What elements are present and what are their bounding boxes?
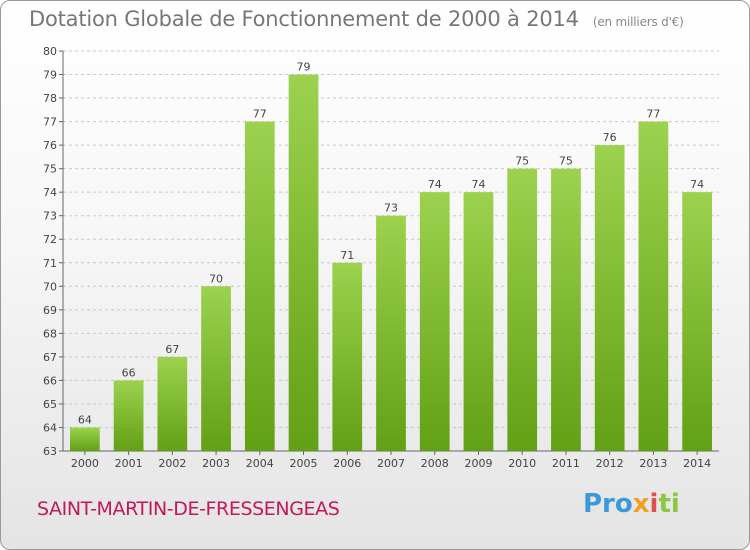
bar-value-label: 74: [690, 178, 704, 191]
y-tick-label: 66: [43, 374, 57, 387]
x-tick-label: 2000: [71, 457, 99, 470]
bar-value-label: 74: [471, 178, 485, 191]
bar-value-label: 77: [253, 108, 267, 121]
logo-part-1: Pro: [583, 489, 633, 519]
x-tick-label: 2014: [683, 457, 711, 470]
bar: [507, 168, 538, 451]
x-tick-label: 2006: [333, 457, 361, 470]
bar-value-label: 75: [559, 155, 573, 168]
bar-value-label: 77: [646, 108, 660, 121]
bar: [113, 380, 144, 451]
y-tick-label: 72: [43, 233, 57, 246]
y-tick-label: 73: [43, 210, 57, 223]
y-tick-label: 71: [43, 257, 57, 270]
labels: 64 2000 66 2001 67 2002 70 2003 77 2004 79 2005 71 20…: [71, 61, 711, 470]
bar-value-label: 73: [384, 202, 398, 215]
x-tick-label: 2008: [421, 457, 449, 470]
y-tick-label: 75: [43, 163, 57, 176]
y-tick-label: 65: [43, 398, 57, 411]
x-tick-label: 2010: [508, 457, 536, 470]
bar-value-label: 79: [297, 61, 311, 74]
y-tick-label: 80: [43, 45, 57, 58]
logo-part-2: x: [632, 489, 650, 519]
commune-name: SAINT-MARTIN-DE-FRESSENGEAS: [37, 498, 340, 520]
y-tick-label: 70: [43, 280, 57, 293]
x-tick-label: 2007: [377, 457, 405, 470]
bar-value-label: 67: [165, 343, 179, 356]
x-tick-label: 2011: [552, 457, 580, 470]
bar-value-label: 70: [209, 272, 223, 285]
x-tick-label: 2003: [202, 457, 230, 470]
bar: [638, 121, 669, 452]
y-tick-label: 77: [43, 116, 57, 129]
y-tick-label: 68: [43, 327, 57, 340]
bar: [288, 74, 319, 451]
chart-title: Dotation Globale de Fonctionnement de 20…: [29, 7, 684, 31]
y-tick-label: 69: [43, 304, 57, 317]
bar: [463, 192, 494, 452]
chart-subtitle: (en milliers d'€): [592, 15, 684, 29]
y-tick-label: 74: [43, 186, 57, 199]
bar: [244, 121, 275, 452]
bar-value-label: 75: [515, 155, 529, 168]
bar-value-label: 64: [78, 413, 92, 426]
bar: [594, 145, 625, 451]
x-tick-label: 2004: [246, 457, 274, 470]
chart-title-text: Dotation Globale de Fonctionnement de 20…: [29, 7, 579, 31]
bars: [69, 74, 713, 452]
y-tick-label: 76: [43, 139, 57, 152]
bar: [332, 262, 363, 451]
x-tick-label: 2012: [596, 457, 624, 470]
bar: [551, 168, 581, 451]
bar: [69, 427, 100, 451]
bar-value-label: 71: [340, 249, 354, 262]
y-tick-label: 64: [43, 421, 57, 434]
x-tick-label: 2002: [158, 457, 186, 470]
x-tick-label: 2001: [115, 457, 143, 470]
bar-value-label: 74: [428, 178, 442, 191]
bar-value-label: 76: [603, 131, 617, 144]
bar: [419, 192, 450, 452]
bar: [201, 286, 231, 451]
y-tick-label: 63: [43, 445, 57, 458]
y-tick-label: 78: [43, 92, 57, 105]
bar-value-label: 66: [122, 366, 136, 379]
x-tick-label: 2009: [464, 457, 492, 470]
bar: [157, 356, 188, 451]
proxiti-logo[interactable]: Proxiti: [583, 489, 680, 519]
y-tick-label: 79: [43, 69, 57, 82]
y-tick-label: 67: [43, 351, 57, 364]
logo-part-4: ti: [658, 489, 680, 519]
x-tick-label: 2005: [290, 457, 318, 470]
bar: [682, 192, 713, 452]
x-tick-label: 2013: [639, 457, 667, 470]
logo-part-3: i: [649, 489, 659, 519]
bar: [376, 215, 406, 451]
